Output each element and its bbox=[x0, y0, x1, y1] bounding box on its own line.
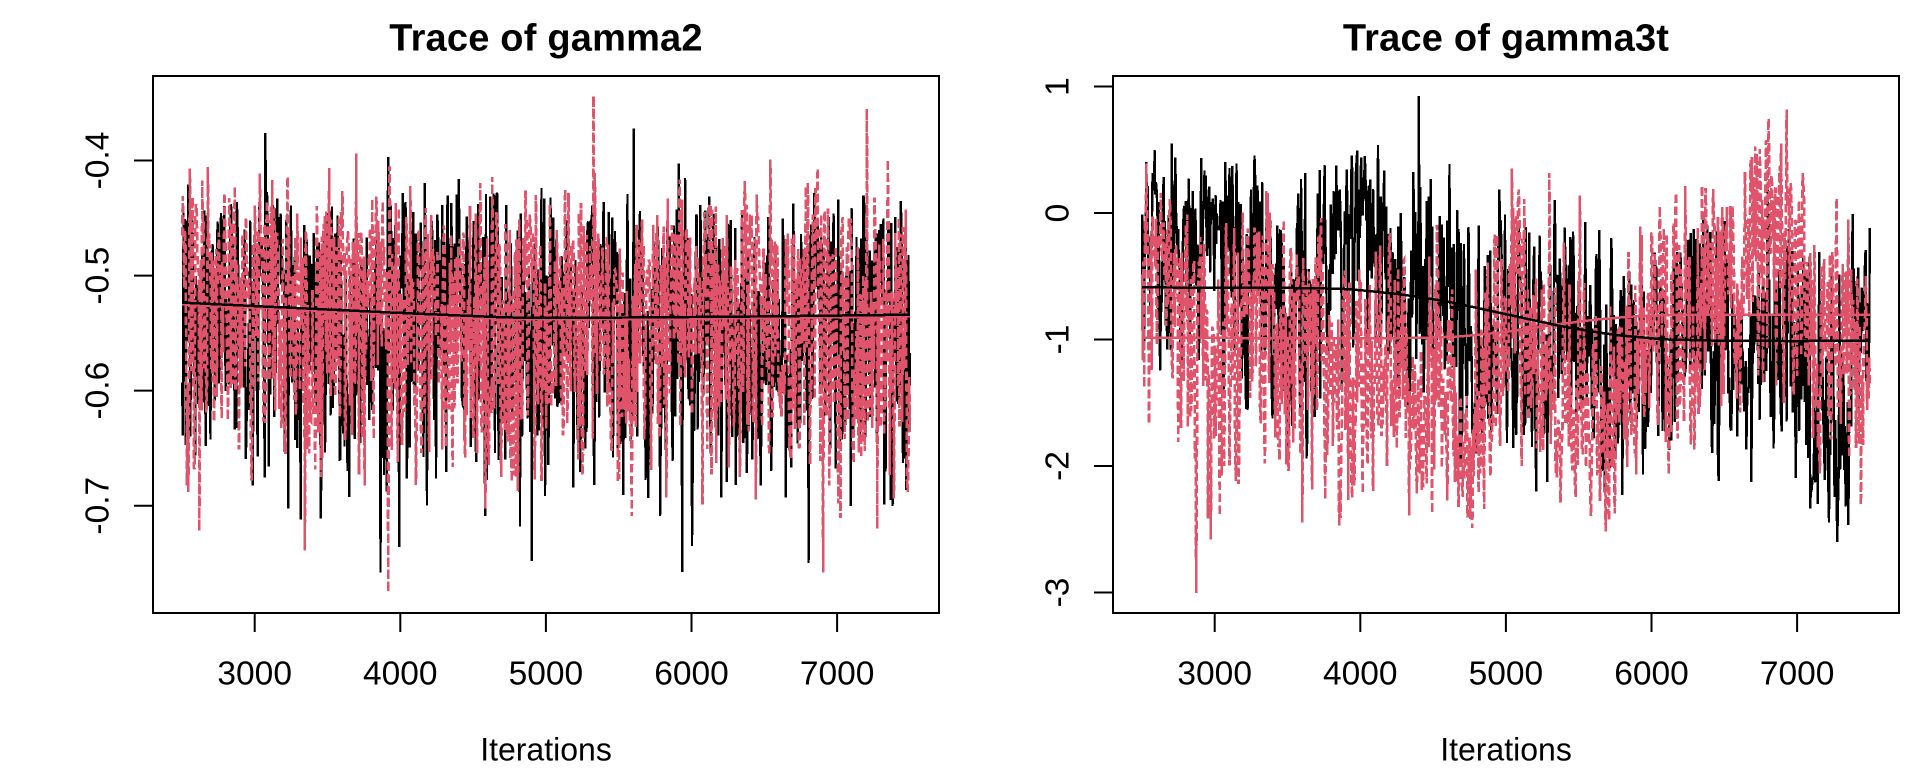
svg-text:-0.5: -0.5 bbox=[79, 247, 116, 305]
svg-text:-0.7: -0.7 bbox=[79, 477, 116, 535]
svg-text:3000: 3000 bbox=[217, 655, 292, 692]
svg-text:5000: 5000 bbox=[509, 655, 584, 692]
svg-text:-2: -2 bbox=[1039, 451, 1076, 481]
svg-text:7000: 7000 bbox=[800, 655, 875, 692]
svg-text:-3: -3 bbox=[1039, 578, 1076, 608]
svg-text:-1: -1 bbox=[1039, 325, 1076, 355]
svg-text:Trace of gamma2: Trace of gamma2 bbox=[389, 18, 702, 60]
svg-text:0: 0 bbox=[1039, 204, 1076, 223]
svg-text:6000: 6000 bbox=[1614, 655, 1689, 692]
svg-text:3000: 3000 bbox=[1177, 655, 1252, 692]
svg-text:Trace of gamma3t: Trace of gamma3t bbox=[1343, 18, 1669, 60]
svg-text:7000: 7000 bbox=[1760, 655, 1835, 692]
svg-text:Iterations: Iterations bbox=[480, 732, 612, 768]
svg-text:5000: 5000 bbox=[1469, 655, 1544, 692]
svg-text:4000: 4000 bbox=[1323, 655, 1398, 692]
svg-text:-0.6: -0.6 bbox=[79, 362, 116, 420]
svg-text:6000: 6000 bbox=[654, 655, 729, 692]
svg-text:1: 1 bbox=[1039, 77, 1076, 96]
svg-text:-0.4: -0.4 bbox=[79, 132, 116, 190]
svg-text:4000: 4000 bbox=[363, 655, 438, 692]
svg-text:Iterations: Iterations bbox=[1440, 732, 1572, 768]
